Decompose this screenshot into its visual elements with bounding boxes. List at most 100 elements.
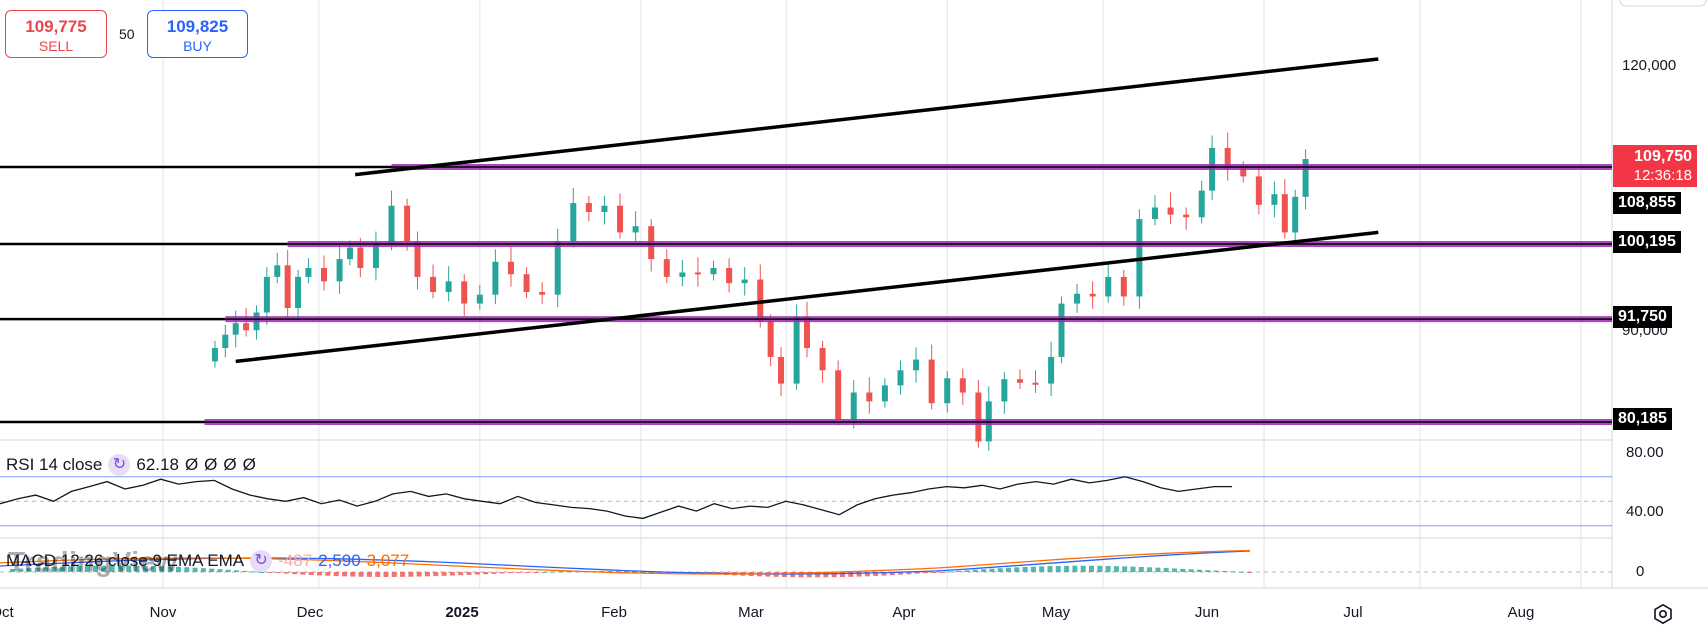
macd-histogram-bar: [947, 571, 953, 573]
macd-histogram-bar: [59, 566, 65, 572]
macd-histogram-bar: [441, 572, 447, 576]
candle-body: [404, 205, 411, 242]
macd-histogram-bar: [76, 566, 82, 572]
candle-body: [585, 203, 592, 212]
rsi-axis-label: 80.00: [1626, 444, 1664, 461]
candle-body: [357, 247, 364, 268]
macd-histogram-bar: [1097, 565, 1103, 572]
macd-histogram-bar: [134, 565, 140, 572]
candle-body: [601, 205, 608, 212]
candle-body: [1089, 293, 1096, 297]
candle-body: [1271, 194, 1278, 205]
macd-histogram-bar: [1080, 565, 1086, 572]
macd-histogram-bar: [151, 565, 157, 572]
level-tag: 108,855: [1613, 192, 1681, 214]
macd-histogram-bar: [342, 572, 347, 577]
macd-histogram-bar: [516, 572, 522, 573]
candle-body: [507, 261, 514, 275]
time-label: 2025: [445, 604, 479, 621]
macd-histogram-bar: [225, 569, 231, 572]
macd-histogram-bar: [964, 570, 970, 572]
time-label: Jun: [1194, 604, 1220, 621]
macd-histogram-bar: [649, 571, 655, 573]
macd-signal-value: 3,077: [366, 551, 410, 570]
macd-histogram-bar: [93, 565, 98, 572]
candle-body: [476, 294, 483, 304]
macd-histogram-bar: [308, 572, 314, 576]
macd-histogram-bar: [350, 572, 356, 577]
macd-histogram-bar: [1047, 566, 1053, 572]
macd-histogram-bar: [466, 572, 472, 575]
macd-histogram-bar: [1213, 570, 1219, 572]
macd-histogram-bar: [159, 566, 165, 572]
macd-histogram-bar: [1188, 569, 1194, 572]
macd-histogram-bar: [972, 569, 978, 572]
time-label: Nov: [149, 604, 177, 621]
refresh-icon[interactable]: ↻: [250, 550, 273, 572]
rsi-line: [0, 476, 1233, 520]
candle-body: [710, 267, 717, 275]
candle-body: [881, 385, 888, 402]
signal-line: [0, 549, 1251, 575]
sell-price: 109,775: [25, 17, 87, 36]
macd-histogram-bar: [524, 572, 530, 573]
time-label: Aug: [1507, 604, 1535, 621]
macd-histogram-bar: [101, 565, 107, 572]
sell-button[interactable]: 109,775 SELL: [5, 10, 107, 58]
macd-histogram-bar: [864, 572, 870, 577]
macd-histogram-bar: [632, 571, 638, 573]
macd-histogram-bar: [51, 566, 57, 572]
macd-histogram-bar: [209, 568, 215, 572]
macd-histogram-bar: [1105, 565, 1111, 572]
macd-histogram-bar: [1072, 565, 1078, 572]
macd-histogram-bar: [234, 570, 240, 572]
spread-value: 50: [119, 26, 135, 42]
macd-histogram-bar: [1030, 566, 1036, 572]
candle-body: [284, 265, 291, 309]
candle-body: [554, 241, 561, 295]
macd-histogram-bar: [483, 572, 489, 575]
macd-histogram-bar: [383, 572, 389, 577]
macd-histogram-bar: [1006, 567, 1011, 572]
candle-body: [1032, 382, 1039, 385]
macd-histogram-bar: [34, 567, 40, 572]
candle-body: [1001, 379, 1008, 402]
time-label: Oct: [0, 604, 14, 621]
macd-histogram-bar: [1138, 566, 1144, 572]
macd-legend[interactable]: MACD 12 26 close 9 EMA EMA ↻ -487 2,590 …: [6, 550, 409, 572]
macd-histogram-bar: [391, 572, 397, 577]
candle-body: [523, 274, 530, 293]
countdown: 12:36:18: [1633, 167, 1692, 184]
macd-histogram-bar: [167, 566, 173, 572]
macd-histogram-bar: [1163, 568, 1169, 572]
candle-body: [1224, 147, 1231, 169]
rsi-extra: Ø: [204, 455, 218, 474]
candle-body: [663, 259, 670, 277]
macd-histogram-bar: [1155, 567, 1161, 572]
macd-histogram-bar: [1230, 571, 1236, 573]
macd-histogram-bar: [43, 567, 49, 572]
candle-body: [1058, 303, 1065, 357]
refresh-icon[interactable]: ↻: [108, 454, 131, 476]
macd-histogram-bar: [192, 567, 198, 572]
candle-body: [897, 370, 904, 386]
candle-body: [430, 276, 437, 293]
candle-body: [211, 348, 218, 362]
macd-histogram-bar: [615, 571, 621, 573]
candle-body: [959, 378, 966, 393]
macd-histogram-bar: [1246, 572, 1252, 573]
macd-histogram-bar: [566, 571, 572, 573]
macd-hist-value: -487: [278, 551, 313, 570]
candle-body: [866, 392, 873, 402]
candle-body: [222, 334, 229, 349]
candle-body: [928, 359, 935, 404]
macd-histogram-bar: [474, 572, 480, 575]
macd-histogram-bar: [250, 571, 256, 573]
macd-histogram-bar: [375, 572, 381, 577]
macd-histogram-bar: [408, 572, 414, 577]
gear-icon[interactable]: [1652, 603, 1674, 625]
buy-button[interactable]: 109,825 BUY: [147, 10, 248, 58]
